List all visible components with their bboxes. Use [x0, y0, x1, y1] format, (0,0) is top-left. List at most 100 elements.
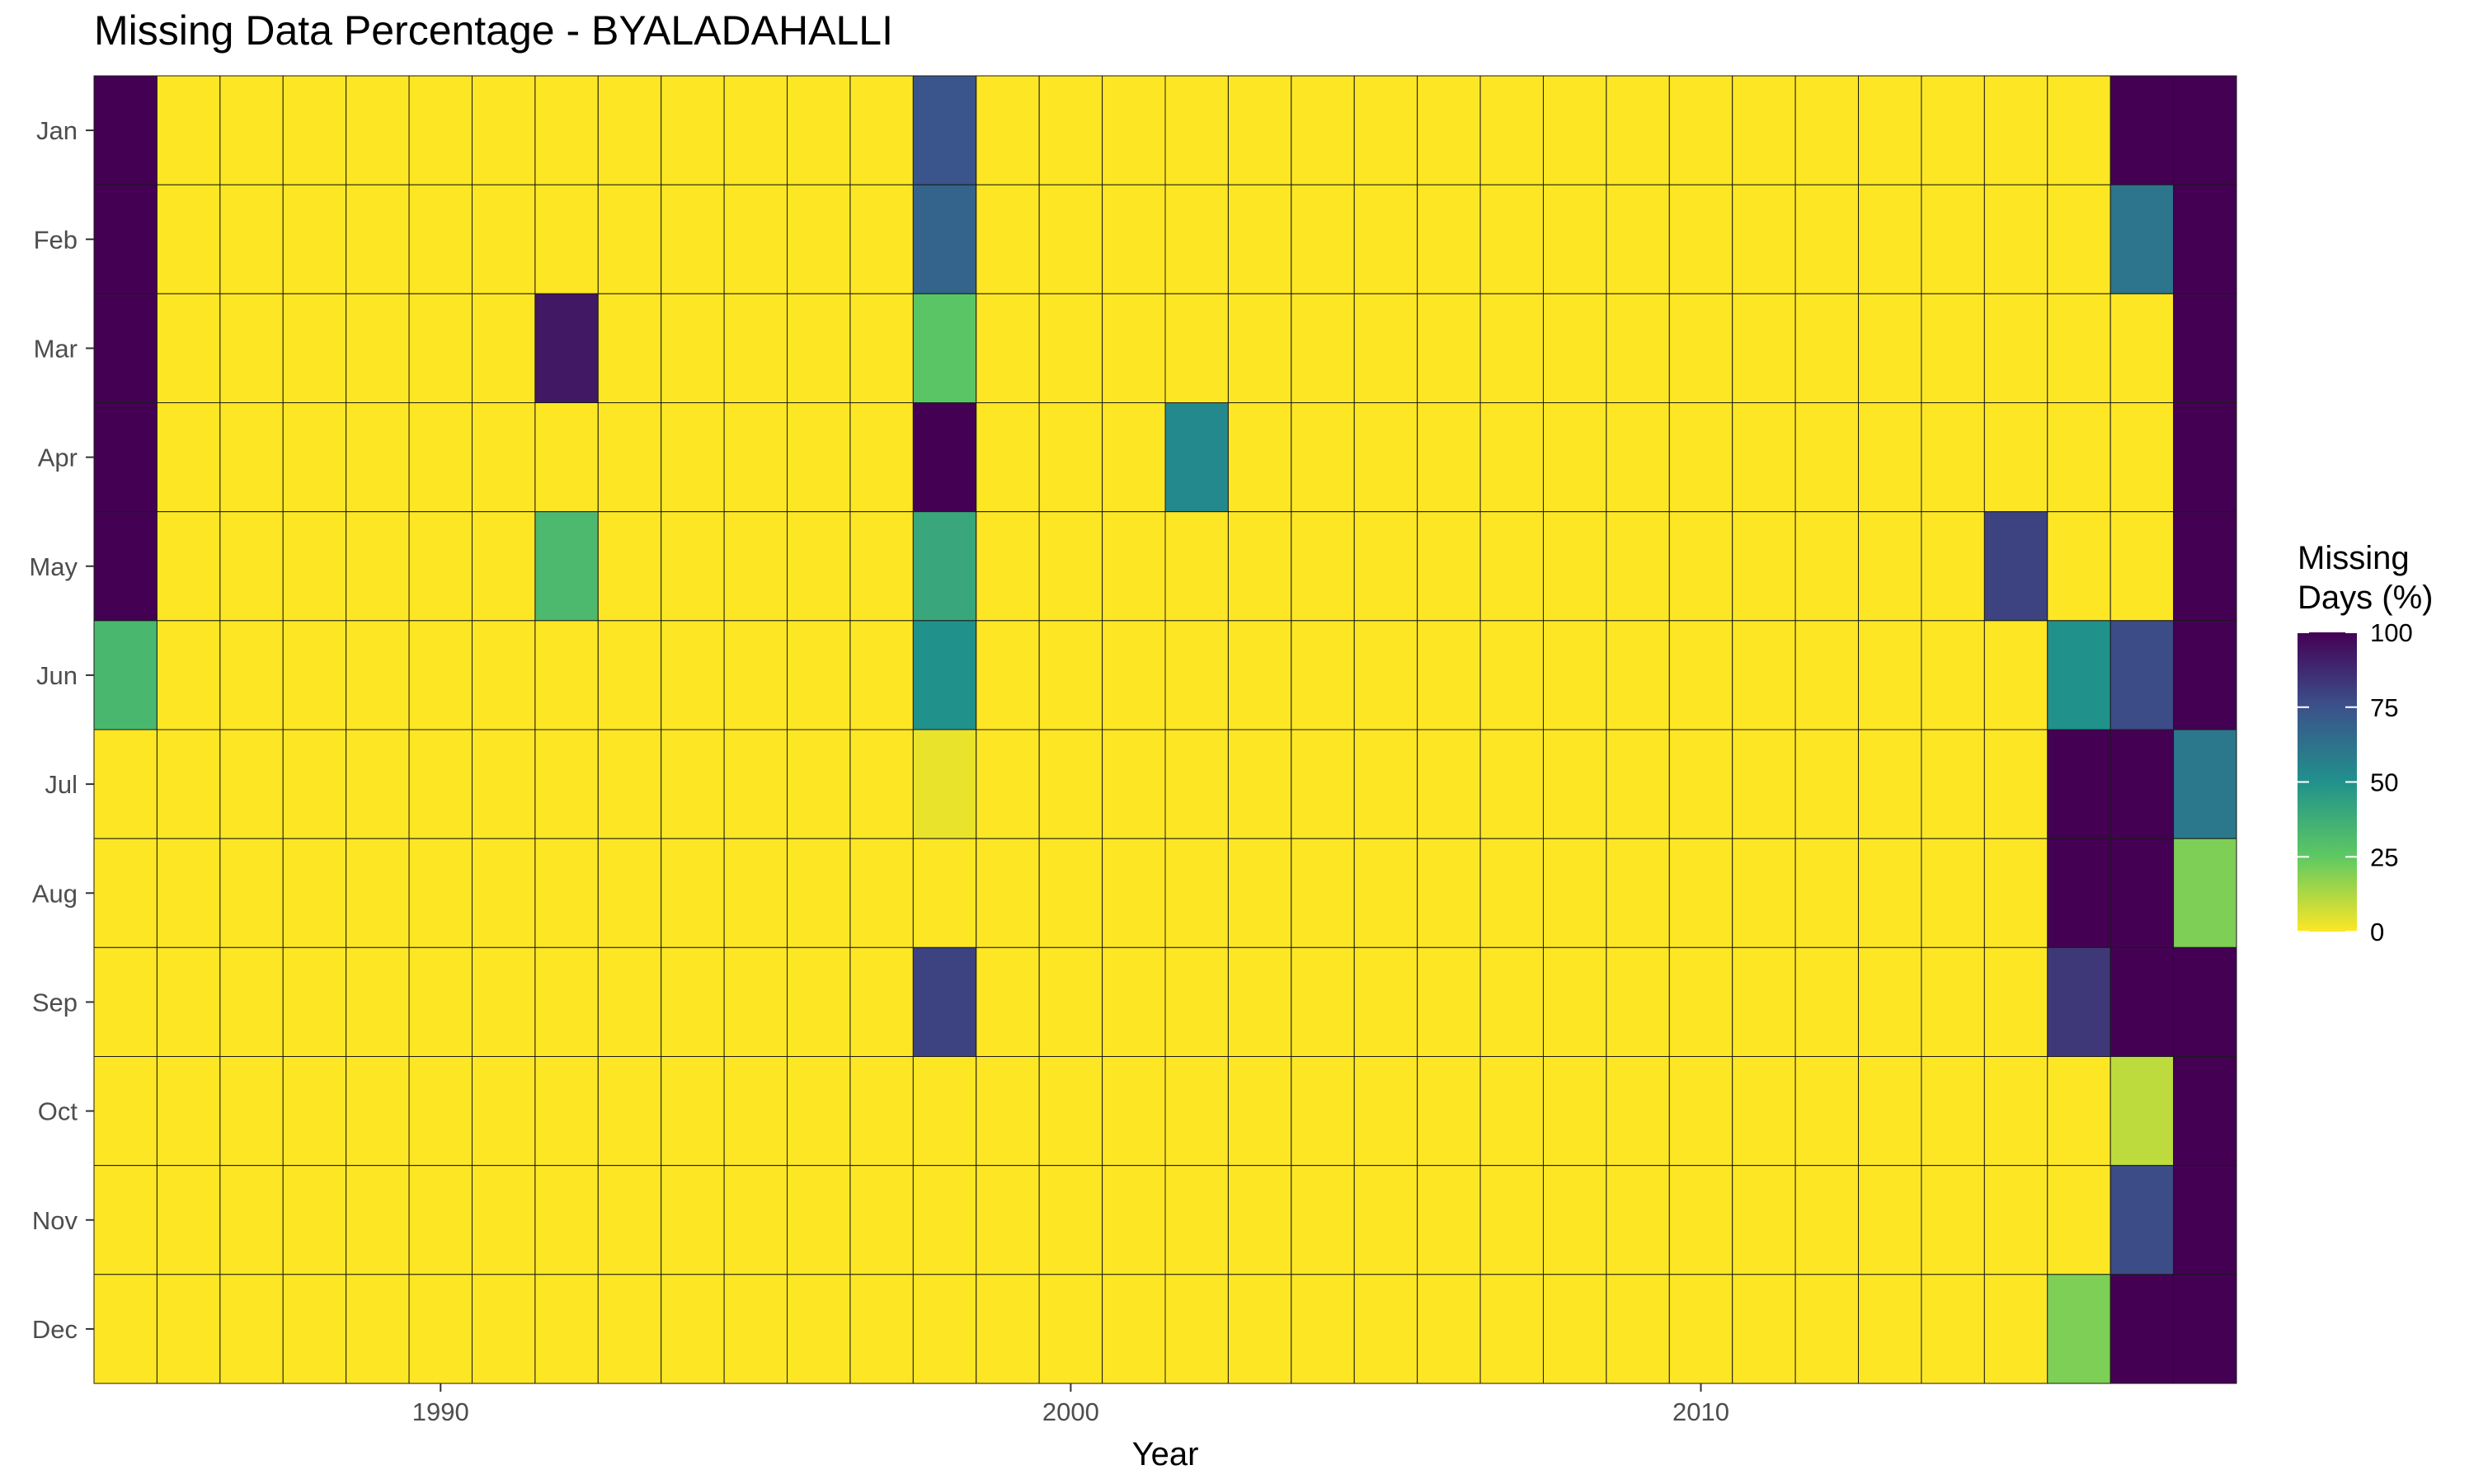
heatmap-cell [597, 620, 662, 730]
heatmap-cell [1983, 838, 2048, 948]
heatmap-cell [1921, 402, 1985, 513]
heatmap-cell [1542, 1274, 1607, 1384]
heatmap-cell [597, 75, 662, 186]
heatmap-cell [1417, 402, 1481, 513]
heatmap-cell [346, 946, 410, 1058]
heatmap-cell [93, 511, 158, 622]
heatmap-cell [1102, 946, 1166, 1058]
heatmap-cell [1038, 511, 1103, 622]
y-tick-label: Apr [38, 444, 78, 472]
heatmap-cell [1794, 838, 1860, 948]
x-axis-title: Year [1132, 1436, 1199, 1472]
heatmap-cell [1102, 75, 1166, 186]
heatmap-cell [1732, 75, 1796, 186]
heatmap-cell [1479, 184, 1544, 294]
heatmap-cell [471, 511, 536, 622]
heatmap-cell [1227, 1056, 1292, 1167]
heatmap-cell [597, 729, 662, 839]
heatmap-cell [1291, 293, 1355, 404]
heatmap-cell [723, 620, 788, 730]
heatmap-cell [1291, 1056, 1355, 1167]
heatmap-cell [156, 511, 221, 622]
heatmap-cell [1983, 1056, 2048, 1167]
heatmap-cell [2109, 620, 2175, 730]
heatmap-cell [912, 620, 977, 730]
heatmap-cell [282, 1274, 347, 1384]
heatmap-cell [1732, 838, 1796, 948]
heatmap-cell [787, 620, 851, 730]
y-axis: Jan Feb Mar Apr May Jun Jul Aug Sep Oct Nov Dec [29, 116, 94, 1344]
heatmap-cell [93, 620, 158, 730]
heatmap-cell [156, 184, 221, 294]
heatmap-cell [282, 1056, 347, 1167]
heatmap-cell [1353, 1274, 1418, 1384]
heatmap-cell [471, 620, 536, 730]
heatmap-cell [1479, 1274, 1544, 1384]
heatmap-cell [1858, 184, 1922, 294]
heatmap-cell [156, 620, 221, 730]
heatmap-cell [346, 402, 410, 513]
heatmap-cell [1227, 729, 1292, 839]
heatmap-cell [976, 511, 1040, 622]
heatmap-cell [156, 402, 221, 513]
heatmap-cell [471, 1165, 536, 1275]
heatmap-cell [1668, 75, 1733, 186]
heatmap-cell [1794, 184, 1860, 294]
heatmap-cell [1542, 75, 1607, 186]
heatmap-cell [346, 620, 410, 730]
heatmap-cell [787, 1165, 851, 1275]
heatmap-cell [1102, 1056, 1166, 1167]
heatmap-cell [93, 402, 158, 513]
heatmap-cell [1164, 293, 1229, 404]
heatmap-cell [219, 511, 284, 622]
heatmap-cell [1353, 838, 1418, 948]
heatmap-cell [219, 75, 284, 186]
heatmap-cell [2047, 729, 2111, 839]
colorbar-tick-label: 75 [2370, 693, 2398, 722]
heatmap-cell [1038, 946, 1103, 1058]
heatmap-cell [1983, 293, 2048, 404]
heatmap-cell [2109, 729, 2175, 839]
heatmap-cell [1921, 75, 1985, 186]
heatmap-cell [1983, 946, 2048, 1058]
heatmap-cell [1794, 1165, 1860, 1275]
heatmap-cell [408, 511, 473, 622]
heatmap-cell [1921, 1056, 1985, 1167]
heatmap-cell [1794, 402, 1860, 513]
heatmap-cell [1732, 1274, 1796, 1384]
heatmap-cell [1606, 402, 1670, 513]
heatmap-cell [661, 184, 725, 294]
heatmap-cell [1606, 1165, 1670, 1275]
heatmap-cell [156, 729, 221, 839]
heatmap-cell [1227, 511, 1292, 622]
heatmap-cell [534, 1165, 599, 1275]
heatmap-cell [1227, 184, 1292, 294]
heatmap-cell [1542, 620, 1607, 730]
heatmap-cell [1102, 838, 1166, 948]
heatmap-cell [219, 729, 284, 839]
heatmap-cell [1102, 402, 1166, 513]
heatmap-cell [661, 946, 725, 1058]
heatmap-cell [1983, 184, 2048, 294]
heatmap-cell [849, 402, 914, 513]
heatmap-cell [1668, 1274, 1733, 1384]
heatmap-cell [2173, 184, 2237, 294]
heatmap-cell [282, 511, 347, 622]
heatmap-cell [2173, 402, 2237, 513]
heatmap-cell [1164, 620, 1229, 730]
y-tick-label: Dec [32, 1315, 78, 1344]
heatmap-cell [1542, 511, 1607, 622]
heatmap-cell [1668, 184, 1733, 294]
colorbar-tick-label: 25 [2370, 843, 2398, 871]
heatmap-cell [1479, 511, 1544, 622]
colorbar-tick-label: 50 [2370, 768, 2398, 797]
heatmap-cell [1479, 620, 1544, 730]
heatmap-cell [2173, 1274, 2237, 1384]
heatmap-cell [2047, 1165, 2111, 1275]
heatmap-cell [723, 184, 788, 294]
heatmap-cell [1794, 1274, 1860, 1384]
heatmap-cell [1983, 1165, 2048, 1275]
heatmap-cell [2109, 293, 2175, 404]
x-tick-label: 1990 [412, 1397, 469, 1426]
heatmap-cell [1164, 511, 1229, 622]
